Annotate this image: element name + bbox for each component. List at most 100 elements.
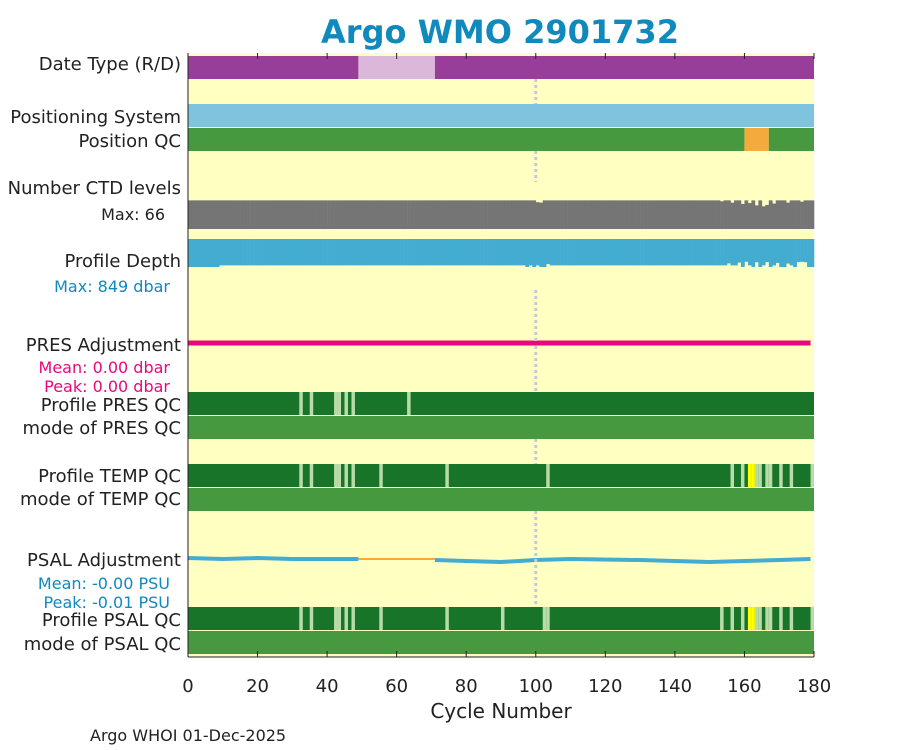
profile-depth-bar-71 xyxy=(434,239,439,266)
ctd-levels-bar-111 xyxy=(574,200,578,229)
profile-depth-bar-14 xyxy=(236,239,241,266)
profile-depth-bar-163 xyxy=(754,239,759,263)
ctd-levels-bar-177 xyxy=(803,200,808,229)
profile-temp-qc-cell-43 xyxy=(337,464,342,487)
ctd-levels-bar-136 xyxy=(660,200,665,229)
profile-depth-bar-134 xyxy=(654,239,658,266)
ctd-levels-bar-57 xyxy=(386,200,391,229)
ctd-levels-bar-171 xyxy=(782,200,787,229)
profile-temp-qc-cell-45 xyxy=(344,464,348,487)
profile-depth-bar-152 xyxy=(716,239,721,266)
profile-psal-qc-cell-103 xyxy=(546,607,550,630)
ctd-levels-bar-18 xyxy=(250,200,255,229)
ctd-levels-bar-118 xyxy=(598,200,603,229)
ctd-levels-bar-116 xyxy=(591,200,596,229)
profile-depth-bar-100 xyxy=(535,239,540,266)
ctd-levels-bar-67 xyxy=(421,200,425,229)
profile-temp-qc-cell-74 xyxy=(445,464,449,487)
profile-depth-bar-128 xyxy=(633,239,637,266)
profile-psal-qc-cell-163 xyxy=(754,607,759,630)
profile-psal-qc-cell-179 xyxy=(810,607,814,630)
profile-depth-bar-26 xyxy=(278,239,283,266)
profile-depth-bar-171 xyxy=(782,239,787,267)
ctd-levels-bar-42 xyxy=(334,200,338,229)
ctd-levels-bar-139 xyxy=(671,200,676,229)
profile-psal-qc-cell-162 xyxy=(751,607,755,630)
ctd-levels-bar-58 xyxy=(389,200,394,229)
profile-depth-bar-67 xyxy=(421,239,425,266)
profile-depth-bar-79 xyxy=(462,239,467,266)
ctd-levels-bar-157 xyxy=(734,200,738,229)
profile-depth-bar-111 xyxy=(574,239,578,266)
profile-depth-bar-12 xyxy=(229,239,234,266)
profile-psal-qc-cell-164 xyxy=(758,607,762,630)
profile-depth-bar-139 xyxy=(671,239,676,266)
ctd-levels-bar-59 xyxy=(393,200,397,229)
ctd-levels-bar-78 xyxy=(459,200,464,229)
profile-depth-bar-136 xyxy=(660,239,665,266)
ctd-levels-bar-166 xyxy=(765,204,770,229)
psal-adjustment-track xyxy=(187,555,811,565)
profile-depth-bar-23 xyxy=(267,239,272,266)
mode-temp-qc-bar xyxy=(188,488,814,511)
profile-depth-bar-96 xyxy=(521,239,526,266)
profile-depth-bar-58 xyxy=(389,239,394,266)
profile-depth-bar-55 xyxy=(379,239,384,266)
ctd-levels-bar-122 xyxy=(612,200,617,229)
x-tick-label-0: 0 xyxy=(182,676,193,697)
ctd-levels-bar-126 xyxy=(626,200,630,229)
ctd-levels-track xyxy=(188,200,815,229)
profile-depth-bar-113 xyxy=(580,239,585,266)
ctd-levels-bar-25 xyxy=(274,200,279,229)
profile-depth-bar-129 xyxy=(636,239,641,266)
profile-depth-bar-84 xyxy=(480,239,484,266)
x-axis-ticks: 0 20 40 60 80 100 120 140 160 180 xyxy=(182,53,831,697)
ctd-levels-bar-28 xyxy=(285,200,290,229)
profile-depth-bar-145 xyxy=(692,239,697,266)
profile-temp-qc-cell-161 xyxy=(747,464,752,487)
profile-depth-bar-20 xyxy=(257,239,262,266)
profile-pres-qc-base xyxy=(188,392,814,415)
mode-psal-qc-bar xyxy=(188,631,814,654)
profile-depth-bar-2 xyxy=(194,239,199,267)
ctd-levels-bar-36 xyxy=(313,200,317,229)
profile-depth-bar-170 xyxy=(779,239,783,267)
x-tick-label-80: 80 xyxy=(455,676,478,697)
ctd-levels-bar-108 xyxy=(563,200,568,229)
profile-depth-bar-173 xyxy=(789,239,794,266)
ctd-levels-bar-154 xyxy=(723,200,728,229)
x-tick-label-60: 60 xyxy=(385,676,408,697)
ctd-levels-bar-109 xyxy=(567,200,571,229)
profile-depth-bar-125 xyxy=(622,239,627,266)
ctd-levels-bar-133 xyxy=(650,200,655,229)
ctd-levels-bar-83 xyxy=(476,200,481,229)
profile-depth-bar-19 xyxy=(254,239,258,266)
date-type-segment-2 xyxy=(434,56,814,79)
ctd-levels-bar-22 xyxy=(264,200,269,229)
ctd-levels-bar-14 xyxy=(236,200,241,229)
profile-pres-qc-track xyxy=(188,392,814,415)
profile-depth-bar-158 xyxy=(737,239,742,263)
profile-depth-bar-167 xyxy=(768,239,773,267)
ctd-levels-bar-21 xyxy=(261,200,265,229)
psal-adjustment-line-early xyxy=(187,555,359,562)
profile-temp-qc-cell-163 xyxy=(754,464,759,487)
label-positioning-system: Positioning System xyxy=(10,107,181,128)
profile-depth-bar-123 xyxy=(615,239,620,266)
ctd-levels-bar-41 xyxy=(330,200,335,229)
profile-depth-bar-85 xyxy=(483,239,488,266)
profile-temp-qc-cell-167 xyxy=(768,464,773,487)
profile-depth-bar-87 xyxy=(490,239,495,266)
x-tick-label-140: 140 xyxy=(658,676,692,697)
ctd-levels-bar-97 xyxy=(525,200,530,229)
ctd-levels-bar-164 xyxy=(758,200,763,229)
profile-psal-qc-cell-153 xyxy=(720,607,724,630)
ctd-levels-bar-54 xyxy=(375,200,380,229)
profile-pres-qc-cell-45 xyxy=(344,392,348,415)
profile-depth-bar-61 xyxy=(400,239,404,266)
mode-temp-qc-track xyxy=(188,488,814,511)
profile-depth-bar-8 xyxy=(215,239,220,267)
profile-depth-bar-101 xyxy=(539,239,544,267)
ctd-levels-bar-137 xyxy=(664,200,669,229)
profile-depth-bar-16 xyxy=(243,239,248,266)
